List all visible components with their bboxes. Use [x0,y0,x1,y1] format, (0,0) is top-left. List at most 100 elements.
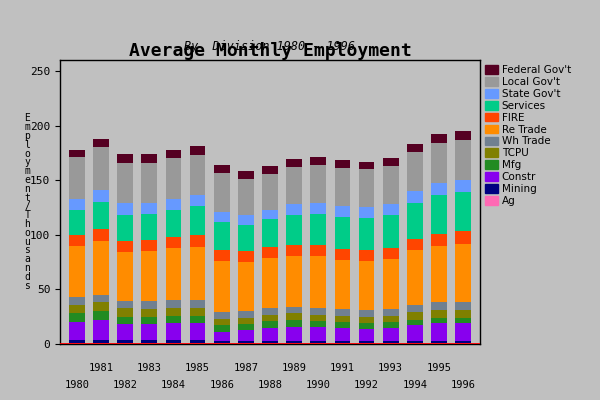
Bar [69,340,85,343]
Text: By  Division 1980 - 1996: By Division 1980 - 1996 [185,40,355,53]
Text: 1984: 1984 [161,380,186,390]
Bar [335,217,350,249]
Text: 1980: 1980 [64,380,89,390]
Bar [190,340,205,343]
Bar [118,163,133,203]
Bar [262,174,278,210]
Bar [214,261,230,312]
Bar [214,326,230,332]
Bar [190,247,205,300]
Bar [407,250,422,305]
Bar [359,169,374,208]
Bar [262,247,278,258]
Bar [286,204,302,215]
Bar [383,316,398,322]
Bar [69,210,85,235]
Bar [262,220,278,247]
Text: 1987: 1987 [233,364,259,374]
Bar [407,326,422,341]
Bar [310,165,326,203]
Bar [214,312,230,319]
Bar [93,202,109,229]
Bar [383,343,398,344]
Bar [359,310,374,317]
Bar [93,139,109,147]
Bar [286,320,302,326]
Bar [69,199,85,210]
Bar [214,332,230,341]
Text: 1995: 1995 [427,364,451,374]
Bar [166,323,181,340]
Bar [359,329,374,341]
Bar [190,235,205,247]
Bar [407,305,422,312]
Bar [335,316,350,322]
Bar [142,154,157,163]
Bar [407,239,422,250]
Bar [359,208,374,218]
Bar [69,235,85,246]
Bar [118,203,133,215]
Bar [190,146,205,155]
Bar [93,295,109,302]
Bar [69,322,85,340]
Bar [310,321,326,326]
Bar [310,214,326,244]
Bar [262,328,278,341]
Bar [335,328,350,341]
Bar [214,172,230,212]
Bar [455,323,471,341]
Bar [238,172,254,179]
Bar [214,212,230,222]
Text: 1994: 1994 [403,380,427,390]
Bar [383,248,398,259]
Bar [359,162,374,169]
Text: 1988: 1988 [257,380,283,390]
Bar [190,155,205,196]
Bar [335,322,350,328]
Bar [262,343,278,344]
Bar [335,160,350,168]
Bar [335,309,350,316]
Bar [214,343,230,344]
Bar [335,249,350,260]
Bar [383,259,398,309]
Bar [238,215,254,225]
Bar [214,222,230,250]
Bar [93,241,109,295]
Bar [310,341,326,343]
Bar [238,341,254,343]
Bar [166,308,181,316]
Bar [166,199,181,210]
Bar [431,318,447,323]
Bar [238,311,254,318]
Bar [383,341,398,343]
Bar [93,190,109,202]
Bar [238,251,254,262]
Bar [142,163,157,203]
Text: 1981: 1981 [89,364,113,374]
Bar [359,218,374,250]
Bar [69,305,85,314]
Bar [93,302,109,311]
Bar [214,341,230,343]
Bar [166,343,181,344]
Bar [286,159,302,167]
Bar [431,302,447,310]
Bar [238,330,254,341]
Bar [166,316,181,323]
Bar [190,300,205,308]
Bar [166,248,181,300]
Bar [118,302,133,308]
Bar [166,300,181,308]
Bar [142,302,157,309]
Bar [286,307,302,314]
Text: 1982: 1982 [113,380,137,390]
Bar [310,244,326,256]
Text: 1996: 1996 [451,380,476,390]
Bar [93,320,109,340]
Bar [69,150,85,157]
Text: 1986: 1986 [209,380,234,390]
Bar [286,343,302,344]
Bar [238,179,254,215]
